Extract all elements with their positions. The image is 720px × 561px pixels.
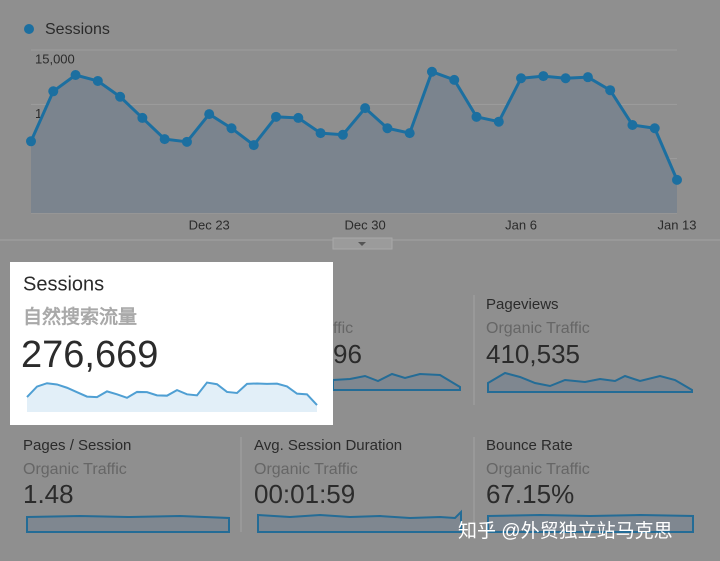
x-tick-label: Jan 6	[505, 217, 537, 232]
sparkline	[26, 514, 230, 533]
sparkline	[487, 371, 693, 393]
card-value: 00:01:59	[254, 479, 355, 509]
point	[605, 85, 616, 96]
point	[226, 123, 237, 134]
point	[337, 129, 348, 140]
sparkline	[257, 509, 462, 533]
point	[404, 128, 415, 139]
legend-label: Sessions	[45, 21, 110, 38]
point	[92, 75, 103, 86]
point	[271, 111, 282, 122]
sparkline	[487, 513, 694, 533]
card-value: 1.48	[23, 479, 74, 509]
collapse-arrow	[358, 242, 366, 246]
card-value: 276,669	[21, 334, 158, 376]
card-subtitle: Organic Traffic	[486, 461, 590, 478]
card-subtitle: Organic Traffic	[486, 320, 590, 337]
point	[449, 74, 460, 85]
point	[137, 112, 148, 123]
point	[26, 136, 36, 147]
card-value: 410,535	[486, 339, 580, 369]
y-tick-label: 15,000	[35, 51, 75, 66]
point	[48, 86, 59, 97]
point	[315, 128, 326, 139]
point	[248, 140, 259, 151]
point	[426, 66, 437, 77]
card-title: Pages / Session	[23, 437, 131, 454]
x-tick-label: Dec 30	[345, 217, 386, 232]
card-title: Avg. Session Duration	[254, 437, 402, 454]
x-tick-label: Jan 13	[657, 217, 696, 232]
point	[382, 123, 393, 134]
point	[516, 73, 527, 84]
card-title: Pageviews	[486, 296, 559, 313]
watermark: 知乎 @外贸独立站马克思	[458, 520, 673, 542]
card-subtitle: Organic Traffic	[254, 461, 358, 478]
sparkline-area	[27, 382, 317, 412]
area	[31, 71, 677, 213]
card-title: Bounce Rate	[486, 437, 573, 454]
annotation: 自然搜索流量	[23, 305, 137, 328]
point	[493, 116, 504, 127]
point	[204, 109, 215, 120]
point	[181, 136, 192, 147]
card-value: 67.15%	[486, 479, 574, 509]
point	[471, 111, 482, 122]
point	[70, 69, 81, 80]
sparkline	[332, 372, 461, 391]
card-title: Sessions	[23, 273, 104, 295]
point	[115, 91, 126, 102]
card-subtitle: Organic Traffic	[23, 461, 127, 478]
point	[560, 73, 571, 84]
point	[582, 72, 593, 83]
point	[159, 134, 170, 145]
point	[627, 119, 638, 130]
point	[293, 112, 304, 123]
point	[649, 123, 660, 134]
point	[538, 71, 549, 82]
point	[672, 174, 682, 185]
x-tick-label: Dec 23	[189, 217, 230, 232]
legend-marker	[24, 24, 34, 34]
card-subtitle: ffic	[333, 320, 353, 337]
sparkline	[26, 381, 318, 406]
point	[360, 103, 371, 114]
card-value: 96	[333, 339, 362, 369]
